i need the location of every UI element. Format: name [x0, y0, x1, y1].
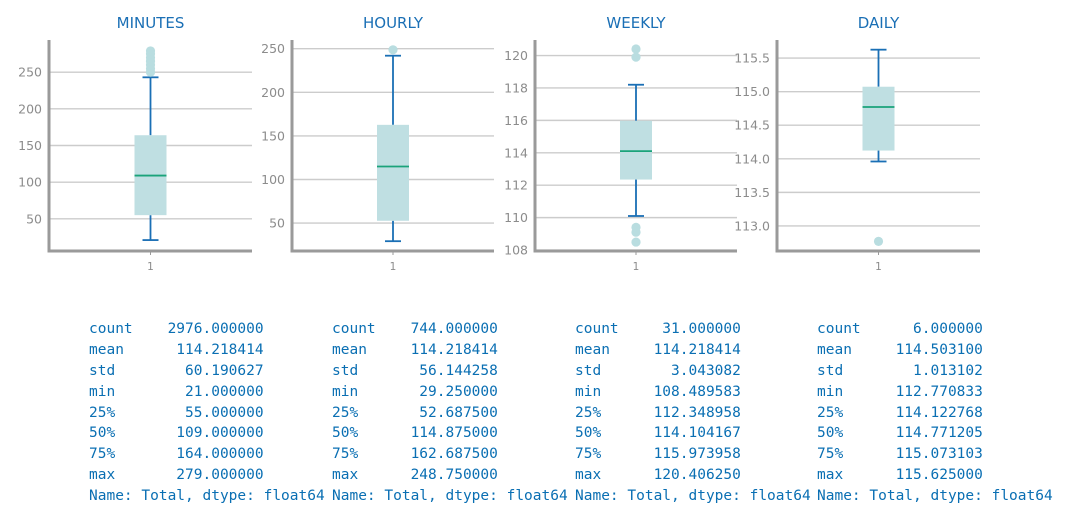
y-tick-label: 250 — [261, 41, 285, 56]
stats-line: max 248.750000 — [332, 467, 498, 484]
y-tick-label: 113.0 — [734, 218, 770, 233]
x-tick-label: 1 — [633, 261, 640, 273]
outlier-point — [631, 237, 641, 247]
y-tick-label: 118 — [504, 80, 528, 95]
outlier-point — [873, 236, 884, 246]
x-tick-label: 1 — [390, 261, 397, 273]
stats-line: 75% 164.000000 — [89, 446, 264, 463]
stats-block-hourly: count 744.000000 mean 114.218414 std 56.… — [332, 319, 568, 507]
iqr-box — [377, 124, 409, 221]
stats-line: 25% 112.348958 — [575, 404, 741, 421]
chart-title: DAILY — [858, 14, 900, 32]
stats-line: 75% 115.073103 — [817, 446, 983, 463]
stats-line: 75% 115.973958 — [575, 446, 741, 463]
outlier-point — [631, 52, 641, 62]
iqr-box — [620, 120, 652, 180]
y-tick-label: 108 — [504, 243, 528, 258]
chart-title: MINUTES — [117, 14, 185, 32]
x-tick-label: 1 — [875, 261, 882, 273]
stats-line: min 112.770833 — [817, 383, 983, 400]
outlier-point — [145, 46, 156, 56]
y-tick-label: 100 — [18, 175, 42, 190]
stats-line: std 60.190627 — [89, 362, 264, 379]
stats-line: 25% 55.000000 — [89, 404, 264, 421]
stats-line: min 108.489583 — [575, 383, 741, 400]
stats-block-weekly: count 31.000000 mean 114.218414 std 3.04… — [575, 319, 811, 507]
iqr-box — [862, 86, 895, 151]
chart-title: WEEKLY — [606, 14, 666, 32]
y-tick-label: 116 — [504, 113, 528, 128]
stats-line: count 31.000000 — [575, 321, 741, 337]
figure: MINUTES 50 100 150 200 250 1 HOURLY 50 100 150 200 2… — [18, 14, 980, 273]
stats-line: min 21.000000 — [89, 383, 264, 400]
y-tick-label: 150 — [18, 138, 42, 153]
stats-line: mean 114.503100 — [817, 341, 983, 358]
stats-line: std 1.013102 — [817, 362, 983, 379]
stats-block-daily: count 6.000000 mean 114.503100 std 1.013… — [817, 319, 1053, 507]
y-tick-label: 50 — [269, 216, 285, 231]
y-tick-label: 150 — [261, 128, 285, 143]
stats-line: 50% 114.771205 — [817, 425, 983, 442]
stats-line: mean 114.218414 — [332, 341, 498, 358]
y-tick-label: 200 — [18, 101, 42, 116]
stats-line: count 6.000000 — [817, 321, 983, 337]
stats-line: count 744.000000 — [332, 321, 498, 337]
y-tick-label: 113.5 — [734, 185, 770, 200]
y-tick-label: 114.0 — [734, 151, 770, 166]
outlier-point — [631, 222, 641, 232]
stats-line: 50% 114.104167 — [575, 425, 741, 442]
stats-line: max 120.406250 — [575, 467, 741, 484]
stats-line: 25% 114.122768 — [817, 404, 983, 421]
stats-line: std 3.043082 — [575, 362, 741, 379]
stats-line: std 56.144258 — [332, 362, 498, 379]
x-tick-label: 1 — [147, 261, 154, 273]
y-tick-label: 115.5 — [734, 51, 770, 66]
y-tick-label: 50 — [26, 211, 42, 226]
outlier-point — [631, 44, 641, 54]
y-tick-label: 120 — [504, 48, 528, 63]
stats-line: 25% 52.687500 — [332, 404, 498, 421]
stats-line: mean 114.218414 — [89, 341, 264, 358]
y-tick-label: 112 — [504, 178, 528, 193]
stats-block-minutes: count 2976.000000 mean 114.218414 std 60… — [89, 319, 325, 507]
stats-line: Name: Total, dtype: float64 — [332, 488, 568, 505]
stats-line: Name: Total, dtype: float64 — [817, 488, 1053, 505]
stats-line: min 29.250000 — [332, 383, 498, 400]
outlier-point — [388, 45, 398, 55]
stats-line: 75% 162.687500 — [332, 446, 498, 463]
stats-line: mean 114.218414 — [575, 341, 741, 358]
stats-line: count 2976.000000 — [89, 321, 264, 337]
y-tick-label: 115.0 — [734, 84, 770, 99]
stats-line: 50% 109.000000 — [89, 425, 264, 442]
stats-line: Name: Total, dtype: float64 — [575, 488, 811, 505]
y-tick-label: 114 — [504, 145, 528, 160]
y-tick-label: 100 — [261, 172, 285, 187]
stats-line: max 115.625000 — [817, 467, 983, 484]
chart-title: HOURLY — [363, 14, 424, 32]
y-tick-label: 250 — [18, 65, 42, 80]
y-tick-label: 114.5 — [734, 118, 770, 133]
stats-line: max 279.000000 — [89, 467, 264, 484]
y-tick-label: 110 — [504, 210, 528, 225]
stats-line: 50% 114.875000 — [332, 425, 498, 442]
y-tick-label: 200 — [261, 85, 285, 100]
stats-line: Name: Total, dtype: float64 — [89, 488, 325, 505]
